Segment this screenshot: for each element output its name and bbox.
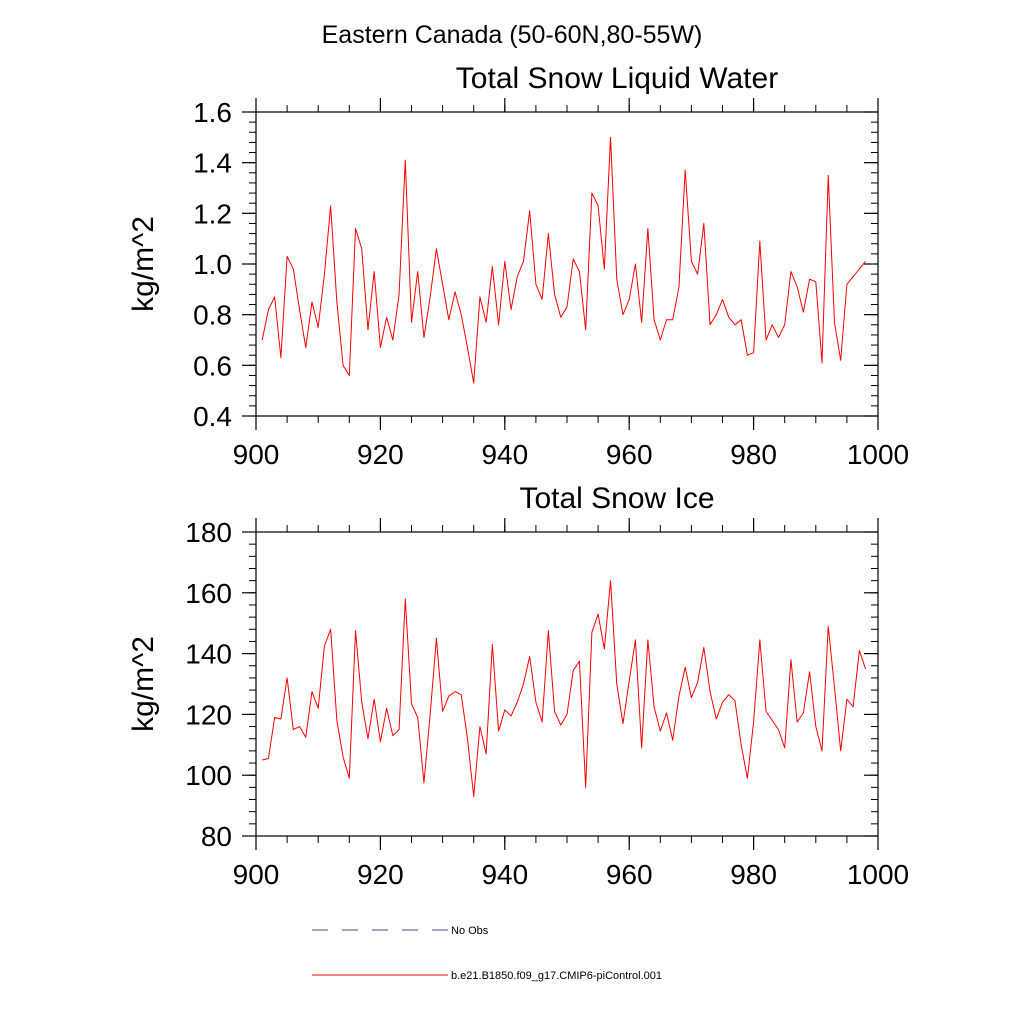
figure-title: Eastern Canada (50-60N,80-55W) bbox=[322, 21, 703, 49]
y-tick-label: 100 bbox=[185, 760, 232, 791]
y-tick-label: 80 bbox=[201, 821, 232, 852]
series-line bbox=[261, 136, 866, 384]
plots-group: Total Snow Liquid Water 0.4 0.6 0.8 1.0 1.2 1.… bbox=[127, 62, 909, 890]
y-tick-label: 0.6 bbox=[193, 350, 232, 381]
series-line bbox=[262, 580, 867, 797]
y-tick-label: 160 bbox=[185, 578, 232, 609]
y-axis-label: kg/m^2 bbox=[127, 216, 160, 312]
x-tick-label: 940 bbox=[481, 859, 528, 890]
y-tick-label: 0.4 bbox=[193, 401, 232, 432]
x-tick-label: 920 bbox=[357, 439, 404, 470]
x-tick-label: 960 bbox=[606, 859, 653, 890]
legend-label-1: No Obs bbox=[451, 925, 489, 937]
x-tick-label: 960 bbox=[606, 439, 653, 470]
y-tick-label: 0.8 bbox=[193, 300, 232, 331]
plot-frame bbox=[255, 531, 879, 837]
y-tick-label: 1.0 bbox=[193, 249, 232, 280]
x-tick-label: 920 bbox=[357, 859, 404, 890]
y-tick-label: 1.4 bbox=[193, 148, 232, 179]
y-tick-label: 180 bbox=[185, 517, 232, 548]
x-tick-label: 1000 bbox=[847, 439, 909, 470]
x-tick-label: 940 bbox=[481, 439, 528, 470]
legend: No Obs b.e21.B1850.f09_g17.CMIP6-piContro… bbox=[312, 925, 662, 982]
panel-title: Total Snow Liquid Water bbox=[456, 62, 778, 95]
y-axis-label: kg/m^2 bbox=[127, 636, 160, 732]
x-tick-label: 1000 bbox=[847, 859, 909, 890]
legend-label-2: b.e21.B1850.f09_g17.CMIP6-piControl.001 bbox=[451, 970, 662, 982]
panel-1: Total Snow Liquid Water 0.4 0.6 0.8 1.0 1.2 1.… bbox=[127, 62, 909, 470]
x-tick-label: 900 bbox=[233, 859, 280, 890]
x-tick-label: 900 bbox=[233, 439, 280, 470]
panel-2: Total Snow Ice 80 100 120 140 160 180 900 920 940… bbox=[127, 482, 909, 890]
y-tick-label: 140 bbox=[185, 639, 232, 670]
y-tick-label: 120 bbox=[185, 699, 232, 730]
y-tick-label: 1.6 bbox=[193, 97, 232, 128]
panel-title: Total Snow Ice bbox=[519, 482, 714, 515]
x-tick-label: 980 bbox=[730, 859, 777, 890]
y-tick-label: 1.2 bbox=[193, 198, 232, 229]
x-tick-label: 980 bbox=[730, 439, 777, 470]
